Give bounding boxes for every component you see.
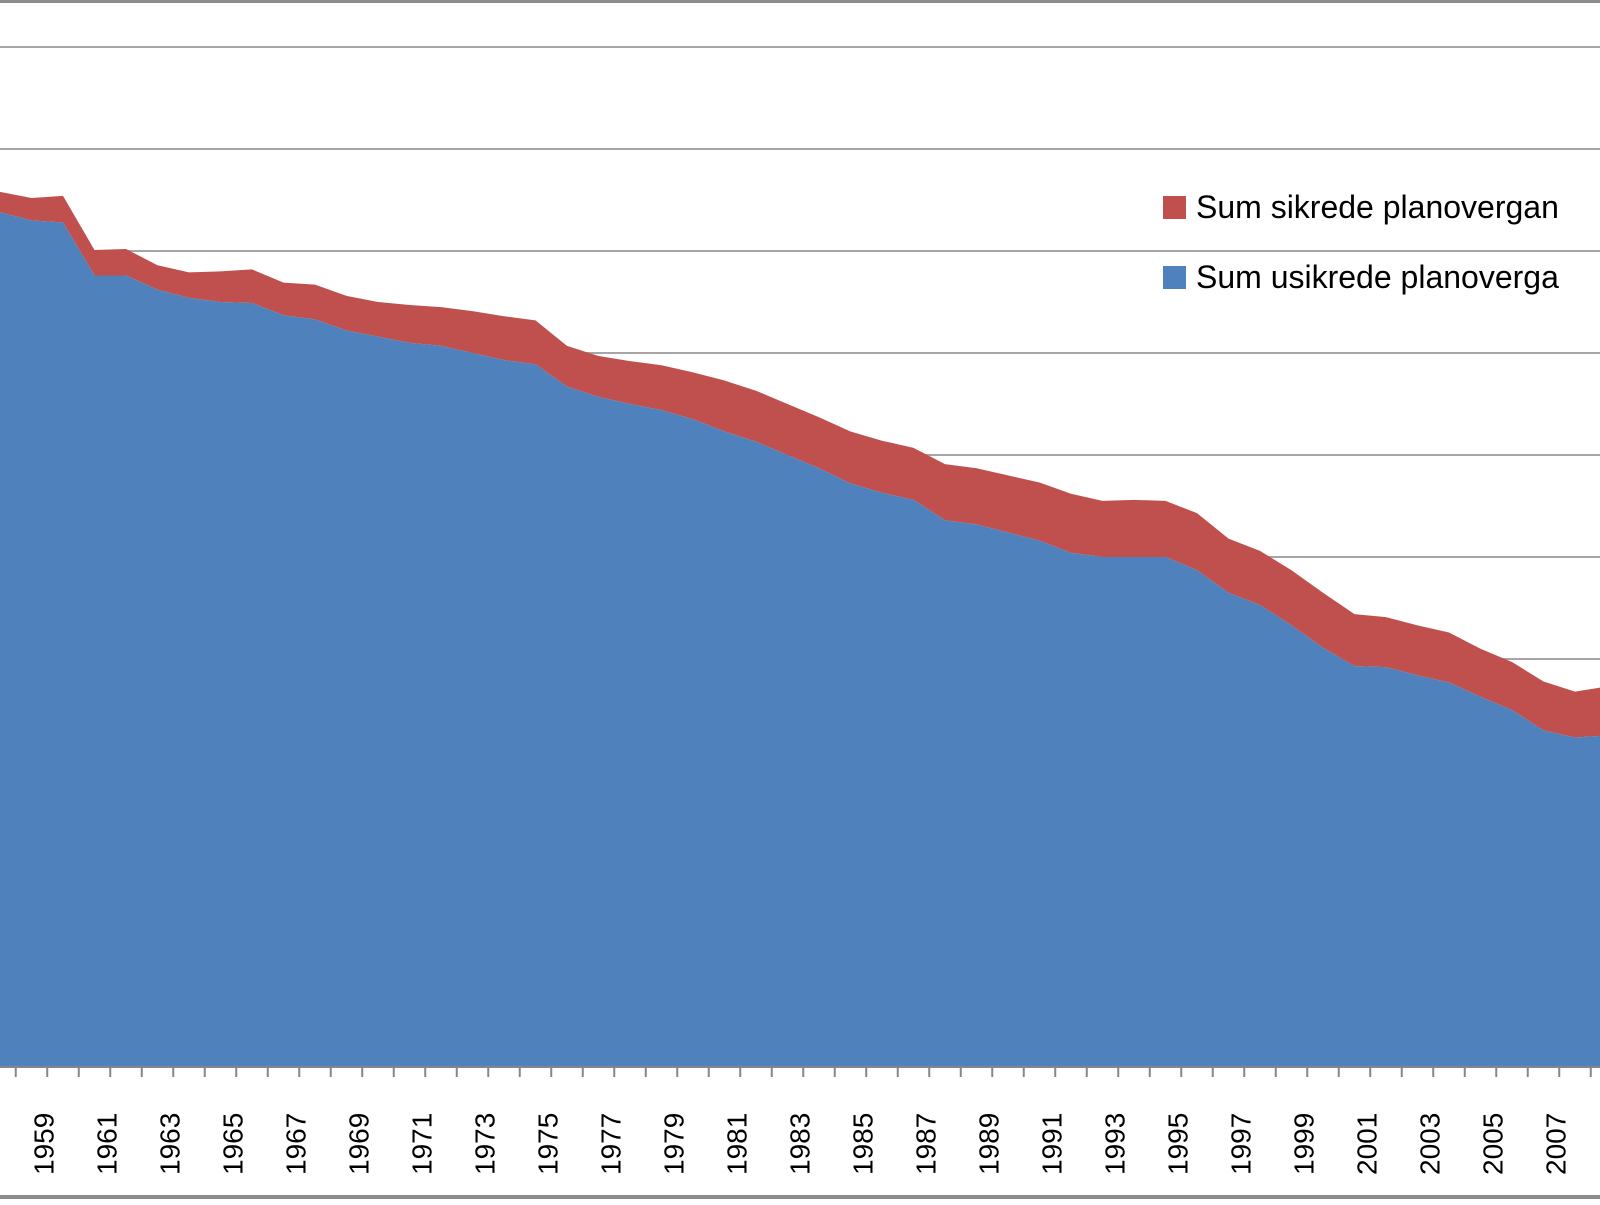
legend-label: Sum usikrede planoverga bbox=[1196, 259, 1559, 295]
legend-swatch bbox=[1163, 266, 1186, 289]
x-tick-label: 1983 bbox=[785, 1113, 816, 1175]
x-tick-label: 2001 bbox=[1352, 1113, 1383, 1175]
legend-label: Sum sikrede planovergan bbox=[1196, 189, 1559, 225]
x-tick-label: 2007 bbox=[1541, 1113, 1572, 1175]
x-tick-label: 1999 bbox=[1289, 1113, 1320, 1175]
x-tick-label: 1979 bbox=[659, 1113, 690, 1175]
x-tick-label: 1967 bbox=[281, 1113, 312, 1175]
x-tick-label: 1977 bbox=[596, 1113, 627, 1175]
x-tick-label: 1995 bbox=[1163, 1113, 1194, 1175]
x-tick-label: 1991 bbox=[1037, 1113, 1068, 1175]
x-tick-label: 1997 bbox=[1226, 1113, 1257, 1175]
x-tick-label: 1961 bbox=[92, 1113, 123, 1175]
x-tick-label: 1963 bbox=[155, 1113, 186, 1175]
x-tick-label: 2005 bbox=[1478, 1113, 1509, 1175]
x-tick-label: 1971 bbox=[407, 1113, 438, 1175]
legend-swatch bbox=[1163, 196, 1186, 219]
x-tick-label: 1981 bbox=[722, 1113, 753, 1175]
x-tick-label: 1965 bbox=[218, 1113, 249, 1175]
plot-areas bbox=[0, 191, 1600, 1067]
legend: Sum sikrede planovergan Sum usikrede plan… bbox=[1163, 189, 1559, 295]
x-tick-label: 1989 bbox=[974, 1113, 1005, 1175]
x-axis: 1959 1961 1963 1965 1967 1969 1971 1973 1975 1977… bbox=[0, 1066, 1600, 1175]
x-tick-label: 1959 bbox=[29, 1113, 60, 1175]
series-area-usikrede bbox=[0, 212, 1600, 1067]
series-area-sikrede bbox=[0, 191, 1600, 738]
x-tick-label: 1987 bbox=[911, 1113, 942, 1175]
x-tick-label: 1993 bbox=[1100, 1113, 1131, 1175]
x-tick-label: 1973 bbox=[470, 1113, 501, 1175]
x-tick-label: 1969 bbox=[344, 1113, 375, 1175]
x-tick-label: 1975 bbox=[533, 1113, 564, 1175]
x-tick-label: 2003 bbox=[1415, 1113, 1446, 1175]
x-tick-label: 1985 bbox=[848, 1113, 879, 1175]
